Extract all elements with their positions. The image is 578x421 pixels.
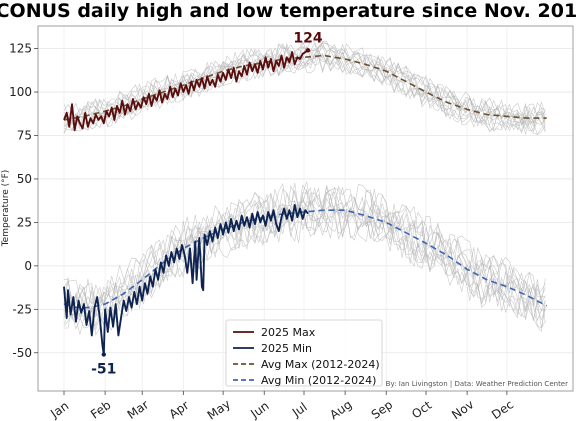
- history-year-line: [63, 41, 546, 131]
- history-year-line: [63, 187, 546, 317]
- chart-title: CONUS daily high and low temperature sin…: [0, 0, 578, 22]
- plot-area-frame: [37, 25, 574, 392]
- y-tick-label: 75: [17, 129, 32, 143]
- history-year-line: [63, 41, 546, 132]
- x-tick-label: Nov: [449, 397, 476, 421]
- legend-label: Avg Max (2012-2024): [261, 358, 380, 371]
- x-tick-label: Jan: [47, 399, 71, 421]
- legend-label: 2025 Min: [261, 342, 312, 355]
- y-tick-label: 50: [17, 172, 32, 186]
- x-tick-label: Dec: [489, 397, 516, 421]
- annotation-label: 124: [293, 30, 322, 46]
- x-tick-label: Oct: [409, 398, 434, 421]
- x-axis: Jan Feb Mar Apr May Jun Jul Aug Sep Oct Nov Dec: [47, 391, 516, 421]
- legend-box: [225, 319, 383, 387]
- history-year-line: [63, 182, 546, 332]
- x-tick-label: Jun: [247, 399, 271, 421]
- series-line-2025-max: [63, 49, 309, 132]
- x-tick-label: Feb: [88, 398, 113, 421]
- x-tick-label: Sep: [369, 398, 396, 421]
- y-tick-label: 125: [9, 42, 32, 56]
- y-tick-label: -25: [12, 302, 32, 316]
- background-spaghetti-lines: [63, 40, 546, 336]
- legend-label: 2025 Max: [261, 326, 316, 339]
- history-year-line: [63, 40, 546, 129]
- y-tick-label: 0: [24, 259, 32, 273]
- history-year-line: [63, 40, 546, 134]
- history-year-line: [63, 44, 546, 136]
- history-year-line: [63, 45, 546, 133]
- y-axis-label: Temperature (°F): [1, 170, 11, 248]
- y-axis: -50 -25 0 25 50 75 100 125: [9, 42, 38, 360]
- annotation-point: [305, 48, 311, 53]
- history-year-line: [63, 181, 546, 325]
- legend: 2025 Max 2025 Min Avg Max (2012-2024) Avg M…: [225, 319, 383, 387]
- annotation-label: -51: [91, 362, 116, 378]
- x-tick-label: May: [205, 397, 233, 421]
- history-year-line: [63, 42, 546, 128]
- x-tick-label: Jul: [289, 400, 310, 420]
- x-tick-label: Apr: [167, 398, 192, 421]
- history-year-line: [63, 44, 546, 136]
- annotation-point: [101, 352, 106, 357]
- history-year-line: [63, 43, 546, 133]
- annotations: 124 -51: [91, 30, 323, 377]
- history-year-line: [63, 185, 546, 335]
- x-tick-label: Mar: [125, 397, 152, 421]
- x-tick-label: Aug: [327, 397, 354, 421]
- credit-text: By: Ian Livingston | Data: Weather Predi…: [386, 380, 568, 388]
- y-tick-label: -50: [12, 346, 32, 360]
- legend-label: Avg Min (2012-2024): [261, 374, 376, 387]
- y-tick-label: 25: [17, 215, 32, 229]
- y-tick-label: 100: [9, 85, 32, 99]
- history-year-line: [63, 184, 546, 328]
